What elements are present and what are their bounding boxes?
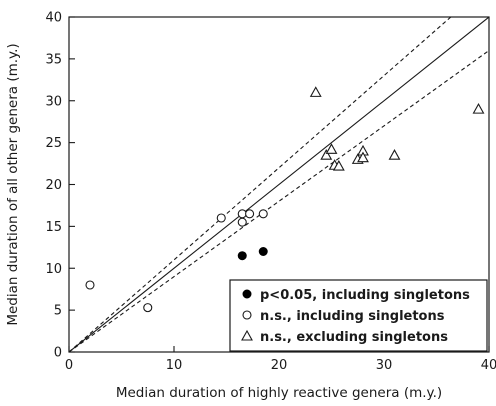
y-tick-label-25: 25	[45, 136, 62, 151]
legend-marker-2	[241, 329, 253, 341]
data-point-s0-1	[258, 247, 268, 256]
y-tick-label-40: 40	[45, 11, 62, 26]
data-point-s1-2	[216, 213, 226, 223]
legend-marker-0	[242, 289, 252, 299]
dashed-reference-line-1	[69, 17, 452, 352]
data-point-s1-5	[245, 209, 255, 219]
data-point-s1-1	[143, 303, 153, 313]
data-point-s2-9	[472, 102, 485, 114]
x-axis-title: Median duration of highly reactive gener…	[116, 385, 442, 401]
y-tick-label-20: 20	[45, 178, 62, 193]
y-tick-label-30: 30	[45, 94, 62, 109]
one-to-one-line	[69, 17, 489, 352]
data-point-s2-0	[309, 86, 322, 97]
data-point-s2-7	[357, 151, 369, 163]
axis-ticks: 0 10 20 30 40 0 5 10 15 20 25 30 35 40	[45, 11, 496, 374]
legend-label-0: p<0.05, including singletons	[260, 288, 470, 303]
data-point-s1-0	[85, 280, 95, 290]
y-axis-title: Median duration of all other genera (m.y…	[5, 43, 21, 325]
x-tick-label-10: 10	[166, 358, 183, 373]
data-points	[85, 86, 485, 313]
reference-lines	[69, 17, 489, 352]
x-tick-label-0: 0	[65, 358, 73, 373]
legend-marker-1	[242, 310, 252, 320]
x-tick-label-40: 40	[481, 358, 496, 373]
data-point-s1-3	[237, 209, 247, 219]
data-point-s1-4	[237, 217, 247, 227]
y-tick-label-15: 15	[45, 220, 62, 235]
legend-box	[229, 279, 488, 352]
data-point-s2-8	[388, 149, 401, 160]
data-point-s1-6	[258, 209, 268, 219]
data-point-s2-2	[325, 143, 338, 154]
y-tick-label-35: 35	[45, 52, 62, 67]
x-tick-label-30: 30	[376, 358, 393, 373]
dashed-reference-line-2	[69, 50, 489, 352]
data-point-s0-0	[237, 251, 247, 261]
y-tick-label-10: 10	[45, 262, 62, 277]
y-tick-label-0: 0	[54, 346, 62, 361]
data-point-s2-4	[332, 159, 345, 171]
legend: p<0.05, including singletons n.s., includ…	[229, 279, 488, 352]
y-tick-label-5: 5	[54, 304, 62, 319]
legend-label-1: n.s., including singletons	[260, 309, 445, 324]
legend-label-2: n.s., excluding singletons	[260, 330, 448, 345]
data-point-s2-1	[320, 149, 333, 160]
x-tick-label-20: 20	[271, 358, 288, 373]
